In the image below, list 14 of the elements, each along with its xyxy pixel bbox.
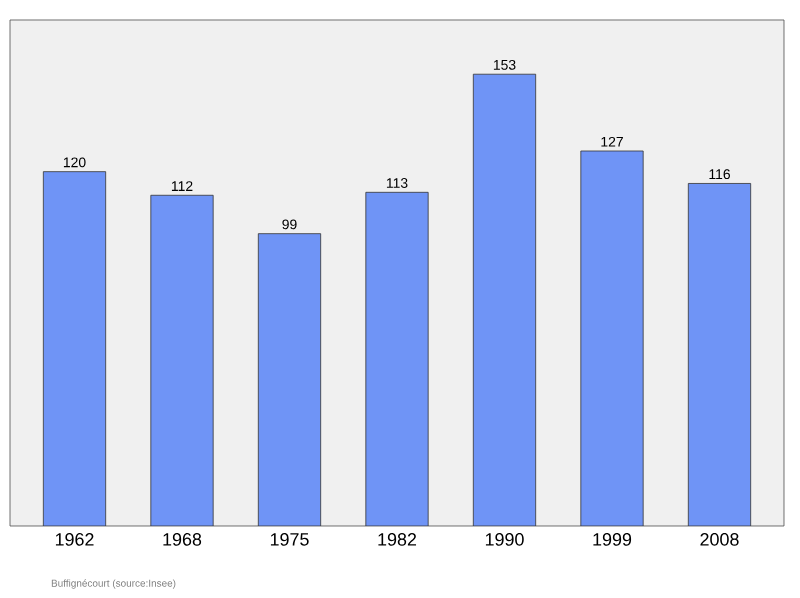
bar <box>42 171 107 526</box>
bar <box>687 183 752 526</box>
bar <box>365 191 429 526</box>
x-tick-label: 1962 <box>55 533 94 546</box>
bar <box>580 150 644 526</box>
x-tick-label: 1990 <box>485 533 524 546</box>
bar <box>472 73 537 526</box>
x-tick-label: 1968 <box>163 533 202 546</box>
x-tick-label: 1999 <box>593 533 632 546</box>
bar <box>150 194 214 526</box>
x-tick-label: 1982 <box>378 533 417 546</box>
x-tick-label: 1975 <box>270 533 309 546</box>
bar <box>257 233 322 526</box>
x-tick-label: 2008 <box>700 533 739 546</box>
